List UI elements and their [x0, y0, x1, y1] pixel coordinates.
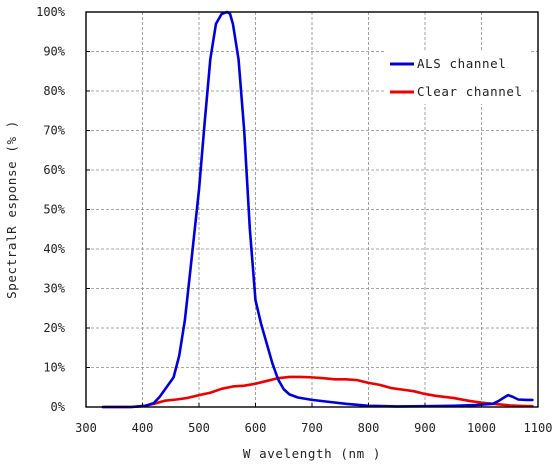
legend-label-als: ALS channel — [417, 56, 506, 71]
legend: ALS channel Clear channel — [384, 50, 530, 104]
y-tick-label: 10% — [43, 361, 65, 375]
y-tick-label: 50% — [43, 203, 65, 217]
x-axis-title: W avelength (nm ) — [243, 446, 381, 461]
x-tick-label: 400 — [132, 421, 154, 435]
x-tick-label: 300 — [75, 421, 97, 435]
y-tick-label: 80% — [43, 84, 65, 98]
x-tick-label: 600 — [245, 421, 267, 435]
y-tick-label: 90% — [43, 45, 65, 59]
y-tick-label: 60% — [43, 163, 65, 177]
x-tick-label: 900 — [414, 421, 436, 435]
legend-label-clear: Clear channel — [417, 84, 523, 99]
y-tick-label: 70% — [43, 124, 65, 138]
y-tick-label: 30% — [43, 282, 65, 296]
y-tick-label: 100% — [36, 5, 66, 19]
x-tick-label: 500 — [188, 421, 210, 435]
axis-ticks — [85, 11, 539, 408]
tick-labels: 300 400 500 600 700 800 900 1000 1100 0% 10% 20% 30%… — [36, 5, 552, 435]
y-axis-title: SpectralR esponse (% ) — [4, 120, 19, 299]
y-tick-label: 20% — [43, 321, 65, 335]
series-line-clear — [101, 375, 534, 409]
y-tick-label: 40% — [43, 242, 65, 256]
legend-box — [384, 50, 530, 104]
y-tick-label: 0% — [51, 400, 66, 414]
series-line-als — [101, 10, 534, 409]
plot-series — [101, 10, 534, 409]
x-tick-label: 1100 — [524, 421, 553, 435]
x-tick-label: 800 — [358, 421, 380, 435]
x-tick-label: 700 — [301, 421, 323, 435]
x-tick-label: 1000 — [467, 421, 496, 435]
